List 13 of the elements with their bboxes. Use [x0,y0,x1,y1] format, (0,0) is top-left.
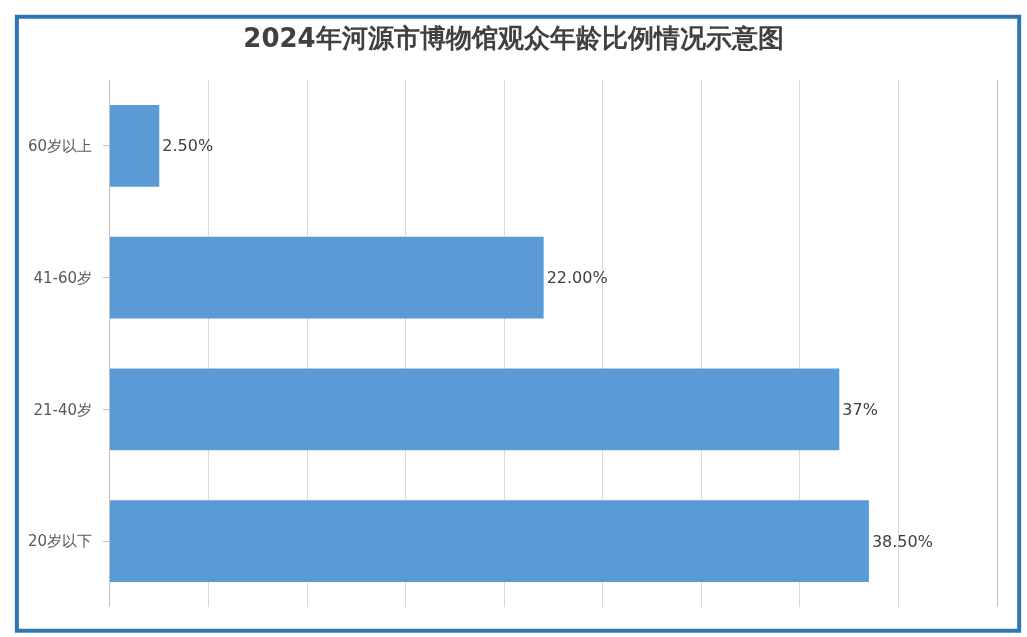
bar [110,368,840,451]
y-tick-label: 41-60岁 [33,268,92,287]
bar [110,500,869,582]
data-label: 2.50% [162,136,214,156]
data-label: 37% [842,399,878,419]
chart-title: 2024年河源市博物馆观众年龄比例情况示意图 [243,22,784,53]
bar [110,105,160,187]
y-tick-label: 21-40岁 [33,400,92,419]
bar [110,236,544,319]
data-label: 22.00% [546,268,608,288]
y-tick-label: 60岁以上 [27,137,92,156]
data-label: 38.50% [871,531,933,551]
y-tick-label: 20岁以下 [27,532,92,551]
